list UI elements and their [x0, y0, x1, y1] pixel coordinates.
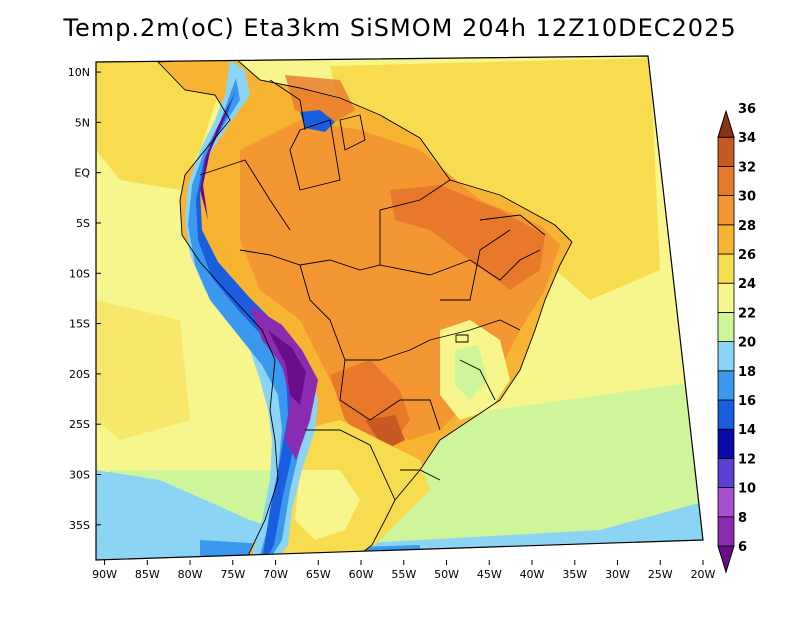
- colorbar-label: 18: [738, 365, 756, 380]
- colorbar-max-arrow: [717, 109, 735, 138]
- atlantic-warm-band: [330, 58, 660, 300]
- lat-label: 30S: [69, 468, 90, 481]
- colorbar-label: 10: [738, 482, 756, 497]
- lon-label: 55W: [391, 568, 416, 581]
- guiana-highlands-cold: [300, 110, 335, 132]
- lon-label: 80W: [178, 568, 203, 581]
- lat-label: 10N: [68, 66, 90, 79]
- colorbar-swatch: [717, 136, 735, 167]
- lat-label: 35S: [69, 519, 90, 532]
- colorbar-label: 26: [738, 248, 756, 263]
- colorbar-label: 14: [738, 423, 756, 438]
- colorbar-swatch: [717, 224, 735, 255]
- lat-label: 10S: [69, 267, 90, 280]
- lon-label: 30W: [605, 568, 630, 581]
- colorbar-label: 12: [738, 452, 756, 467]
- colorbar-swatch: [717, 428, 735, 459]
- colorbar-label: 36: [738, 102, 756, 117]
- pampas-mild: [295, 470, 360, 540]
- lat-label: 5S: [76, 217, 90, 230]
- lon-label: 20W: [691, 568, 716, 581]
- colorbar-swatch: [717, 370, 735, 401]
- lat-label: EQ: [74, 167, 90, 180]
- colorbar-swatch: [717, 487, 735, 518]
- lat-label: 25S: [69, 418, 90, 431]
- map-field: [96, 56, 703, 560]
- colorbar-label: 8: [738, 511, 747, 526]
- map-title: Temp.2m(oC) Eta3km SiSMOM 204h 12Z10DEC2…: [63, 14, 737, 42]
- lat-label: 5N: [75, 116, 90, 129]
- map-axes: 10N 5N EQ 5S 10S 15S 20S 25S 30S 35S 90W 85W 80W 75W 7…: [68, 66, 716, 581]
- south-ocean-cold-band: [96, 470, 703, 560]
- lon-label: 65W: [306, 568, 331, 581]
- colorbar-swatch: [717, 341, 735, 372]
- southeast-highlands-cool: [455, 345, 488, 400]
- northern-andes-core: [200, 98, 232, 220]
- colorbar-label: 32: [738, 160, 756, 175]
- colorbar-swatch: [717, 165, 735, 196]
- country-borders: [157, 57, 573, 560]
- colorbar-swatch: [717, 253, 735, 284]
- altiplano-core: [268, 330, 306, 405]
- colorbar-label: 6: [738, 540, 747, 555]
- colorbar-label: 28: [738, 219, 756, 234]
- lon-label: 50W: [434, 568, 459, 581]
- pacific-warm-patch: [96, 300, 190, 440]
- lat-label: 20S: [69, 368, 90, 381]
- colorbar-label: 16: [738, 394, 756, 409]
- lon-label: 35W: [562, 568, 587, 581]
- colorbar-swatch: [717, 282, 735, 313]
- northeast-hot-core: [390, 185, 545, 290]
- colorbar-label: 30: [738, 190, 756, 205]
- lat-label: 15S: [69, 318, 90, 331]
- lon-label: 60W: [349, 568, 374, 581]
- altiplano-coldest: [250, 305, 318, 460]
- colorbar-label: 34: [738, 131, 756, 146]
- colorbar-label: 24: [738, 277, 756, 292]
- lon-label: 85W: [135, 568, 160, 581]
- colorbar-swatch: [717, 516, 735, 547]
- colorbar-label: 20: [738, 336, 756, 351]
- colorbar-swatch: [717, 457, 735, 488]
- lon-label: 45W: [477, 568, 502, 581]
- map-frame: [95, 55, 704, 561]
- lon-label: 40W: [520, 568, 545, 581]
- parana-hottest-spot: [365, 415, 405, 450]
- lon-label: 70W: [263, 568, 288, 581]
- colorbar-swatch: [717, 311, 735, 342]
- colorbar-min-arrow: [717, 545, 735, 574]
- colorbar-swatch: [717, 195, 735, 226]
- lon-label: 25W: [648, 568, 673, 581]
- colorbar-label: 22: [738, 306, 756, 321]
- lon-label: 75W: [220, 568, 245, 581]
- colorbar-swatch: [717, 399, 735, 430]
- colorbar: 6 8 10 12 14 16 18 20 22 24 26 28 30 32 34 36: [717, 102, 756, 574]
- lon-label: 90W: [92, 568, 117, 581]
